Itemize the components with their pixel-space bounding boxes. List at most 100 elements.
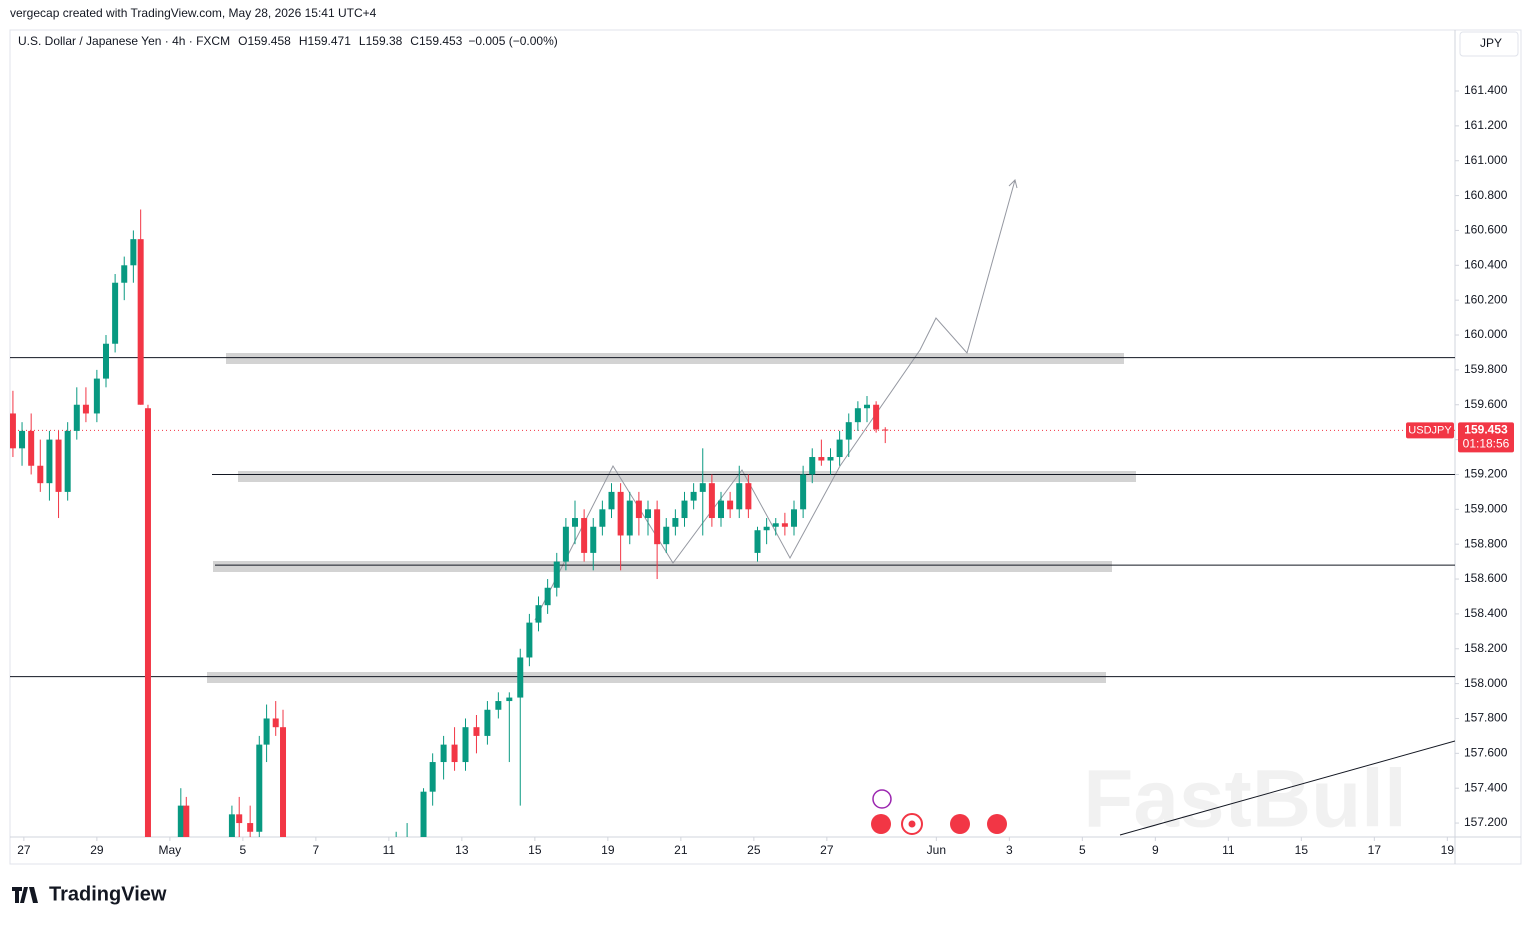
x-tick-label: May	[159, 843, 182, 857]
countdown: 01:18:56	[1463, 437, 1510, 451]
header: vergecap created with TradingView.com, M…	[10, 6, 377, 20]
candle-body	[663, 526, 670, 545]
event-icon[interactable]	[950, 814, 970, 834]
candle-body	[112, 282, 119, 344]
plot	[10, 179, 1455, 837]
x-tick-label: 27	[820, 843, 834, 857]
y-tick-label: 160.400	[1464, 257, 1508, 271]
candle-body	[863, 404, 870, 409]
candle-body	[28, 430, 35, 466]
y-tick-label: 158.400	[1464, 606, 1508, 620]
event-icon[interactable]	[872, 789, 892, 809]
zone	[238, 471, 1136, 482]
price-badge	[1458, 422, 1514, 453]
y-tick-label: 159.800	[1464, 362, 1508, 376]
candle-body	[93, 378, 100, 414]
currency[interactable]: JPY	[1480, 36, 1502, 50]
zone	[207, 672, 1106, 683]
y-tick-label: 160.200	[1464, 292, 1508, 306]
candle-body	[626, 500, 633, 536]
legend: U.S. Dollar / Japanese Yen · 4h · FXCM O1…	[18, 34, 558, 48]
candle-body	[873, 404, 880, 430]
candle-body	[256, 744, 263, 832]
candle-body	[130, 239, 137, 266]
candle-body	[599, 509, 606, 527]
event-icon[interactable]	[871, 814, 891, 834]
candle-body	[590, 526, 597, 553]
y-tick-label: 161.200	[1464, 118, 1508, 132]
x-tick-label: 5	[240, 843, 247, 857]
candle-body	[772, 523, 779, 527]
events	[871, 789, 1007, 835]
y-tick-label: 158.200	[1464, 641, 1508, 655]
y-tick-label: 157.600	[1464, 746, 1508, 760]
x-tick-label: 21	[674, 843, 688, 857]
x-tick-label: 11	[383, 843, 396, 857]
candle-body	[699, 483, 706, 492]
candle-body	[506, 697, 513, 702]
y-tick-label: 158.000	[1464, 676, 1508, 690]
candle-body	[144, 408, 151, 837]
candle-body	[46, 439, 53, 484]
x-tick-label: Jun	[927, 843, 946, 857]
candle-body	[845, 422, 852, 440]
candle-body	[473, 727, 480, 736]
candle-body	[635, 500, 642, 519]
candle-body	[572, 518, 579, 527]
x-tick-label: 25	[747, 843, 761, 857]
candle-body	[535, 605, 542, 623]
candle-body	[272, 718, 279, 728]
candle-body	[791, 509, 798, 527]
candle-body	[64, 430, 71, 492]
candle-body	[617, 491, 624, 536]
legend-item: O	[238, 34, 247, 48]
candle-body	[183, 805, 190, 837]
y-tick-label: 159.200	[1464, 467, 1508, 481]
candle-body	[736, 483, 743, 510]
currency-button[interactable]	[1459, 31, 1519, 57]
x-tick-label: 7	[313, 843, 320, 857]
candle-body	[727, 500, 734, 510]
candle-body	[882, 429, 889, 431]
candle-body	[672, 518, 679, 527]
candle-body	[451, 744, 458, 763]
candle-body	[818, 457, 825, 461]
candle-body	[462, 727, 469, 763]
candle-body	[654, 509, 661, 545]
legend-item: −0.005 (−0.00%)	[468, 34, 557, 48]
candle-body	[263, 718, 270, 745]
candle-body	[809, 457, 816, 475]
candle-body	[137, 239, 144, 405]
candle-body	[55, 439, 62, 492]
candle-body	[247, 823, 254, 832]
candle-body	[484, 709, 491, 736]
candle-body	[681, 500, 688, 519]
candle-body	[562, 526, 569, 562]
candle-body	[526, 622, 533, 658]
last-price-label: 159.453	[1464, 423, 1508, 437]
x-tick-label: 19	[601, 843, 615, 857]
candle-body	[73, 404, 80, 431]
x-tick-label: 15	[528, 843, 542, 857]
x-tick-label: 11	[1222, 843, 1235, 857]
legend-item: 159.453	[419, 34, 463, 48]
x-tick-label: 15	[1295, 843, 1309, 857]
projection	[534, 179, 1016, 621]
event-icon[interactable]	[987, 814, 1007, 834]
y-tick-label: 157.400	[1464, 780, 1508, 794]
watermark: FastBull	[1083, 754, 1406, 845]
x-tick-label: 9	[1152, 843, 1159, 857]
x-tick-label: 5	[1079, 843, 1086, 857]
legend-item: H	[299, 34, 308, 48]
event-dot	[908, 820, 916, 828]
candle-body	[800, 474, 807, 510]
candle-body	[581, 518, 588, 553]
candle-body	[836, 439, 843, 458]
x-tick-label: 3	[1006, 843, 1013, 857]
candle-body	[718, 500, 725, 519]
x-tick-label: 17	[1368, 843, 1382, 857]
candle-body	[429, 762, 436, 792]
candle-body	[690, 491, 697, 501]
